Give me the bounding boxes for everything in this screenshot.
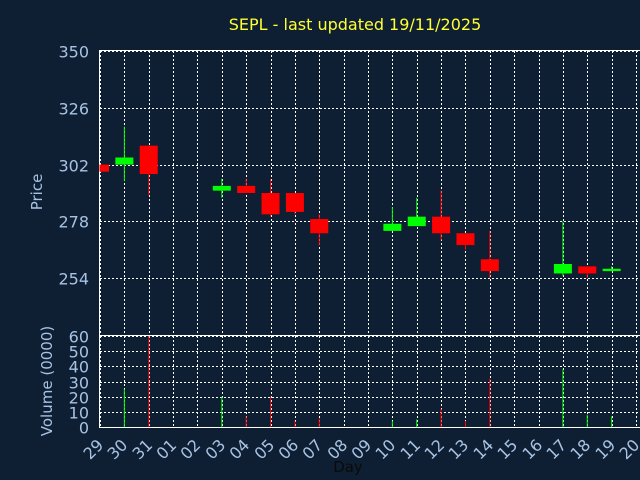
volume-bar	[270, 396, 272, 427]
candle	[578, 266, 597, 279]
candle-body	[115, 157, 134, 165]
volume-bar	[148, 336, 150, 427]
price-y-ticks: 254 278 302 326 350	[58, 43, 89, 289]
candle-body	[261, 193, 280, 215]
candle	[407, 197, 426, 227]
candle	[99, 164, 109, 172]
volume-grid	[100, 336, 640, 428]
volume-bar	[245, 416, 247, 427]
volume-axis-label: Volume (0000)	[38, 326, 56, 436]
price-tick-label: 350	[58, 43, 89, 62]
volume-tick-label: 10	[69, 404, 89, 423]
volume-tick-label: 40	[69, 358, 89, 377]
candle-body	[407, 216, 426, 227]
volume-bar	[123, 389, 125, 427]
chart-title: SEPL - last updated 19/11/2025	[229, 15, 482, 34]
candle	[432, 190, 451, 241]
volume-tick-label: 20	[69, 389, 89, 408]
candle	[456, 233, 475, 250]
volume-bar	[611, 416, 613, 427]
volume-tick-label: 60	[69, 328, 89, 347]
x-axis-label: Day	[333, 458, 363, 476]
volume-tick-label: 50	[69, 343, 89, 362]
volume-plot-frame	[99, 335, 640, 428]
candle-body	[480, 259, 499, 272]
volume-bar	[318, 417, 320, 427]
volume-bar	[489, 378, 491, 427]
volume-bar	[221, 396, 223, 427]
volume-bar	[416, 419, 418, 427]
candle-body	[578, 266, 597, 274]
price-tick-label: 254	[58, 270, 89, 289]
volume-bar	[391, 420, 393, 427]
volume-bar	[562, 369, 564, 427]
candle-body	[285, 193, 304, 212]
candle-body	[237, 185, 256, 193]
candle	[139, 145, 158, 196]
volume-bar	[440, 408, 442, 427]
candle	[115, 126, 134, 182]
volume-bar	[586, 414, 588, 427]
candle-body	[212, 185, 231, 191]
volume-bar	[294, 420, 296, 427]
candle	[602, 266, 621, 272]
volume-bars	[123, 336, 613, 427]
candle	[212, 178, 231, 198]
candle	[237, 178, 256, 193]
volume-tick-label: 0	[79, 419, 89, 438]
candle-body	[310, 219, 329, 234]
candle	[553, 221, 572, 276]
candle	[310, 214, 329, 246]
candle	[480, 230, 499, 279]
candle	[383, 207, 402, 231]
candles	[99, 126, 621, 279]
candle-body	[602, 268, 621, 272]
candle-body	[553, 264, 572, 274]
price-tick-label: 278	[58, 213, 89, 232]
candle	[261, 178, 280, 217]
price-tick-label: 326	[58, 100, 89, 119]
price-tick-label: 302	[58, 157, 89, 176]
candle-body	[456, 233, 475, 246]
volume-bar	[464, 420, 466, 427]
candle-body	[139, 145, 158, 175]
candle	[285, 193, 304, 215]
candle-body	[383, 223, 402, 231]
candle-body	[100, 164, 109, 172]
volume-tick-label: 30	[69, 374, 89, 393]
candle-body	[432, 216, 451, 234]
price-axis-label: Price	[28, 174, 46, 211]
